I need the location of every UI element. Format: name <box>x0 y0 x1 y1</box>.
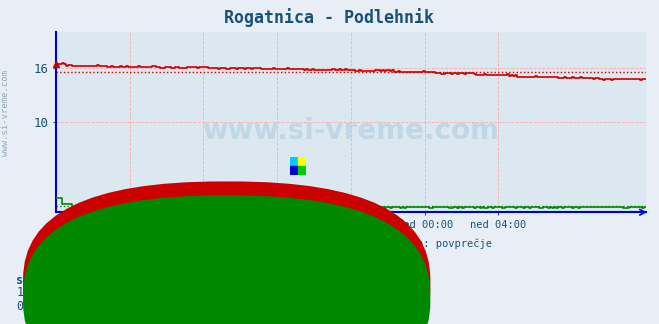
Text: 0,9: 0,9 <box>155 300 176 313</box>
Text: Rogatnica - Podlehnik: Rogatnica - Podlehnik <box>224 274 374 287</box>
Text: sedaj:: sedaj: <box>16 274 59 287</box>
Text: 0,3: 0,3 <box>16 300 38 313</box>
Text: 0,4: 0,4 <box>109 300 130 313</box>
Text: Meritve: povprečne  Enote: metrične  Črta: povprečje: Meritve: povprečne Enote: metrične Črta:… <box>167 237 492 249</box>
Text: maks.:: maks.: <box>155 274 198 287</box>
Bar <box>290 157 298 166</box>
Text: pretok[m3/s]: pretok[m3/s] <box>236 300 322 313</box>
Text: zadnji dan / 5 minut.: zadnji dan / 5 minut. <box>264 227 395 237</box>
Text: 14,8: 14,8 <box>16 286 45 299</box>
Text: temperatura[C]: temperatura[C] <box>236 286 335 299</box>
Bar <box>298 166 306 175</box>
Text: Veljavnost: 2024-09-29 06:31: Veljavnost: 2024-09-29 06:31 <box>242 245 417 255</box>
Text: Rogatnica - Podlehnik: Rogatnica - Podlehnik <box>225 8 434 27</box>
Text: 0,2: 0,2 <box>63 300 84 313</box>
Text: Izrisano: 2024-09-29 06:34:53: Izrisano: 2024-09-29 06:34:53 <box>239 261 420 271</box>
Text: 16,5: 16,5 <box>155 286 183 299</box>
Text: Slovenija / reke in morje.: Slovenija / reke in morje. <box>248 217 411 227</box>
Text: www.si-vreme.com: www.si-vreme.com <box>1 70 10 156</box>
Text: www.si-vreme.com: www.si-vreme.com <box>202 117 500 145</box>
Text: min.:: min.: <box>63 274 98 287</box>
Text: povpr.:: povpr.: <box>109 274 159 287</box>
Text: 14,8: 14,8 <box>63 286 91 299</box>
Bar <box>290 166 298 175</box>
Bar <box>298 157 306 166</box>
Text: Osveženo: 2024-09-29 06:34:39: Osveženo: 2024-09-29 06:34:39 <box>239 253 420 263</box>
Text: 15,6: 15,6 <box>109 286 137 299</box>
